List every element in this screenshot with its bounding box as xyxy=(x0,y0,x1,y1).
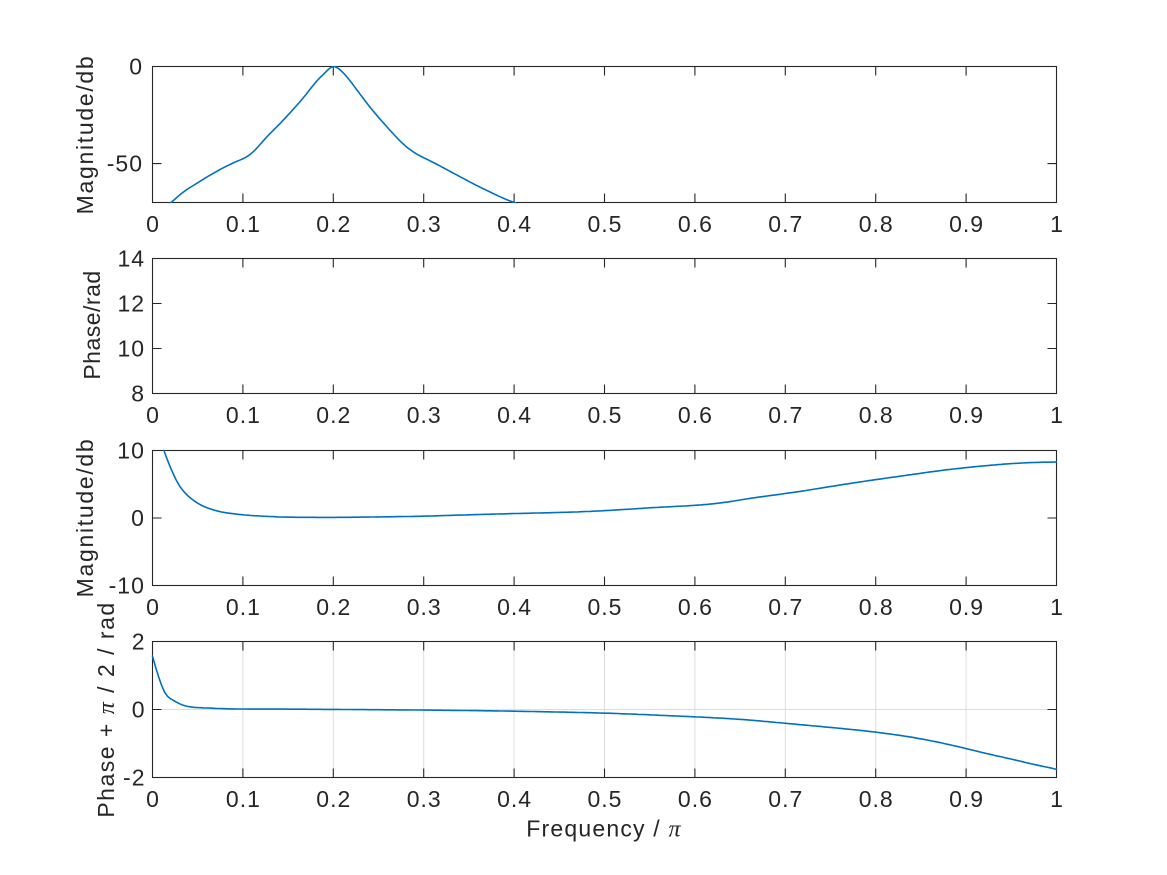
svg-text:1: 1 xyxy=(1050,786,1064,812)
svg-text:Magnitude/db: Magnitude/db xyxy=(72,438,98,598)
svg-text:0.3: 0.3 xyxy=(407,402,442,428)
svg-text:10: 10 xyxy=(117,438,145,464)
svg-text:0.9: 0.9 xyxy=(949,594,984,620)
svg-text:0.7: 0.7 xyxy=(768,786,803,812)
svg-text:0.9: 0.9 xyxy=(949,402,984,428)
svg-text:-50: -50 xyxy=(107,151,143,177)
svg-text:0.6: 0.6 xyxy=(678,786,713,812)
svg-text:8: 8 xyxy=(131,381,145,407)
svg-text:0.7: 0.7 xyxy=(768,402,803,428)
svg-text:0: 0 xyxy=(146,402,160,428)
svg-text:Frequency / π: Frequency / π xyxy=(526,816,681,843)
svg-text:0.8: 0.8 xyxy=(859,211,894,237)
svg-text:0.3: 0.3 xyxy=(407,594,442,620)
svg-text:0: 0 xyxy=(146,786,160,812)
svg-text:0.8: 0.8 xyxy=(859,594,894,620)
svg-text:0.9: 0.9 xyxy=(949,786,984,812)
svg-text:0: 0 xyxy=(146,211,160,237)
svg-text:0.4: 0.4 xyxy=(497,594,532,620)
svg-text:2: 2 xyxy=(132,629,146,655)
svg-text:0.8: 0.8 xyxy=(859,786,894,812)
svg-text:0.9: 0.9 xyxy=(949,211,984,237)
svg-text:Phase + π / 2 / rad: Phase + π / 2 / rad xyxy=(93,601,120,817)
svg-text:1: 1 xyxy=(1050,211,1064,237)
svg-text:0: 0 xyxy=(129,54,143,80)
svg-text:0.1: 0.1 xyxy=(226,402,261,428)
svg-text:12: 12 xyxy=(118,291,146,317)
svg-text:0.2: 0.2 xyxy=(316,786,351,812)
svg-text:0.6: 0.6 xyxy=(678,211,713,237)
svg-text:1: 1 xyxy=(1050,402,1064,428)
svg-text:0: 0 xyxy=(131,505,145,531)
svg-text:0.1: 0.1 xyxy=(226,594,261,620)
svg-text:0.3: 0.3 xyxy=(407,786,442,812)
svg-text:0.7: 0.7 xyxy=(768,211,803,237)
svg-text:0.4: 0.4 xyxy=(497,402,532,428)
svg-text:0.2: 0.2 xyxy=(316,402,351,428)
svg-text:Magnitude/db: Magnitude/db xyxy=(72,55,98,215)
svg-text:0.6: 0.6 xyxy=(678,402,713,428)
svg-text:1: 1 xyxy=(1050,594,1064,620)
svg-text:0.5: 0.5 xyxy=(588,211,623,237)
svg-text:14: 14 xyxy=(118,246,146,272)
svg-text:0.5: 0.5 xyxy=(588,402,623,428)
svg-text:0.4: 0.4 xyxy=(497,211,532,237)
svg-text:Phase/rad: Phase/rad xyxy=(79,270,105,379)
svg-text:0: 0 xyxy=(132,697,146,723)
svg-text:-10: -10 xyxy=(109,573,145,599)
svg-text:0.3: 0.3 xyxy=(407,211,442,237)
svg-text:10: 10 xyxy=(118,336,146,362)
svg-text:0.6: 0.6 xyxy=(678,594,713,620)
svg-text:0.1: 0.1 xyxy=(226,211,261,237)
svg-text:0.1: 0.1 xyxy=(226,786,261,812)
svg-text:-2: -2 xyxy=(123,765,145,791)
svg-text:0.8: 0.8 xyxy=(859,402,894,428)
svg-text:0.2: 0.2 xyxy=(316,211,351,237)
svg-text:0.5: 0.5 xyxy=(588,594,623,620)
svg-text:0.2: 0.2 xyxy=(316,594,351,620)
svg-text:0.5: 0.5 xyxy=(588,786,623,812)
svg-text:0.4: 0.4 xyxy=(497,786,532,812)
svg-text:0: 0 xyxy=(146,594,160,620)
svg-text:0.7: 0.7 xyxy=(768,594,803,620)
